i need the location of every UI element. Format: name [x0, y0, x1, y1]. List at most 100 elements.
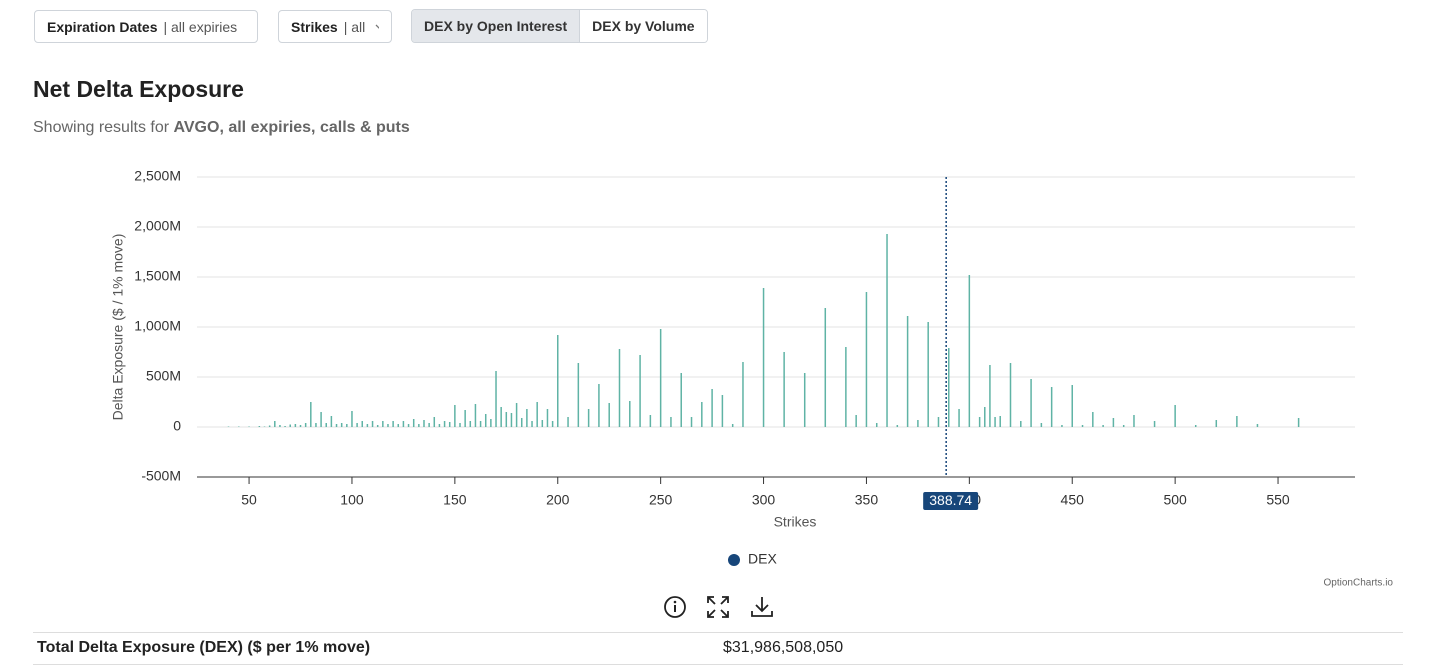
bar [948, 348, 950, 427]
bar [721, 395, 724, 427]
bar [1009, 363, 1012, 427]
bar [1050, 387, 1053, 427]
bar [1081, 425, 1084, 427]
bar [875, 423, 878, 427]
bar [320, 412, 322, 427]
bar [356, 423, 358, 427]
bar [551, 421, 554, 427]
bar [1092, 412, 1094, 427]
bar [731, 424, 734, 427]
bar [1215, 420, 1218, 427]
crosshair-label-bg [923, 492, 979, 510]
download-button[interactable] [750, 595, 774, 624]
bar [999, 416, 1001, 427]
chart-subtitle: Showing results for AVGO, all expiries, … [33, 119, 410, 137]
bar [335, 424, 338, 427]
bar [989, 365, 991, 427]
bar [484, 414, 487, 427]
info-button[interactable] [663, 595, 687, 624]
bar [711, 389, 713, 427]
bar [927, 322, 929, 427]
fullscreen-icon [707, 596, 729, 618]
bar [984, 407, 986, 427]
bar [402, 421, 405, 427]
bar [618, 349, 621, 427]
bar [289, 424, 291, 427]
bar [855, 415, 857, 427]
x-tick-label: 50 [241, 492, 257, 508]
bar [1061, 425, 1063, 427]
bar [490, 419, 492, 427]
summary-value: $31,986,508,050 [723, 639, 844, 656]
bar [1040, 423, 1043, 427]
bar [310, 402, 312, 427]
bar [459, 423, 461, 427]
table-border [33, 664, 1403, 665]
bar [824, 308, 827, 427]
x-axis-label: Strikes [774, 514, 817, 530]
y-tick-label: 2,000M [134, 218, 181, 234]
bar [346, 424, 348, 427]
bar [968, 275, 971, 427]
bar [639, 355, 641, 427]
y-tick-label: 0 [173, 418, 181, 434]
bar [505, 412, 508, 427]
bar [958, 409, 960, 427]
bar [279, 425, 281, 427]
bar [258, 426, 261, 427]
bar [263, 426, 266, 427]
fullscreen-button[interactable] [706, 595, 730, 624]
bar [917, 420, 919, 427]
mode-option[interactable]: DEX by Open Interest [412, 10, 580, 42]
bar [387, 424, 389, 427]
x-tick-label: 500 [1163, 492, 1187, 508]
x-tick-label: 200 [546, 492, 570, 508]
bar [1174, 405, 1176, 427]
expiration-dropdown[interactable]: Expiration Dates | all expiries [34, 10, 258, 43]
bar [423, 420, 425, 427]
chevron-icon [375, 24, 379, 29]
bar [366, 424, 369, 427]
bar [886, 234, 888, 427]
subtitle-highlight: AVGO, all expiries, calls & puts [173, 119, 410, 136]
bar [392, 421, 394, 427]
bar [577, 363, 580, 427]
bar [1071, 385, 1073, 427]
bar [412, 419, 415, 427]
bar [479, 421, 482, 427]
bar [428, 423, 430, 427]
bar [469, 421, 472, 427]
download-icon [751, 597, 773, 617]
bar [742, 362, 744, 427]
x-tick-label: 350 [855, 492, 879, 508]
bar [567, 417, 569, 427]
y-tick-label: 1,500M [134, 268, 181, 284]
legend-label: DEX [748, 551, 777, 567]
bar [896, 425, 899, 427]
bar [1236, 416, 1238, 427]
bar [238, 426, 240, 427]
bar [299, 425, 302, 427]
bar [304, 423, 307, 427]
bar [520, 418, 523, 427]
bar [274, 421, 276, 427]
bar [315, 423, 317, 427]
bar [1102, 425, 1104, 427]
mode-toggle: DEX by Open Interest DEX by Volume [411, 9, 708, 43]
bar [1256, 424, 1259, 427]
mode-option[interactable]: DEX by Volume [579, 10, 707, 42]
dropdown-label: Expiration Dates [47, 18, 158, 35]
bar [690, 417, 693, 427]
summary-label: Total Delta Exposure (DEX) ($ per 1% mov… [37, 639, 371, 656]
x-tick-label: 300 [752, 492, 776, 508]
bar [608, 403, 610, 427]
legend-marker [728, 554, 740, 566]
dropdown-value: | all [343, 18, 366, 35]
bar [865, 292, 868, 427]
bar [1194, 425, 1197, 427]
bar [284, 426, 286, 427]
bar [994, 417, 996, 427]
bar [361, 421, 364, 427]
strikes-dropdown[interactable]: Strikes | all [278, 10, 392, 43]
